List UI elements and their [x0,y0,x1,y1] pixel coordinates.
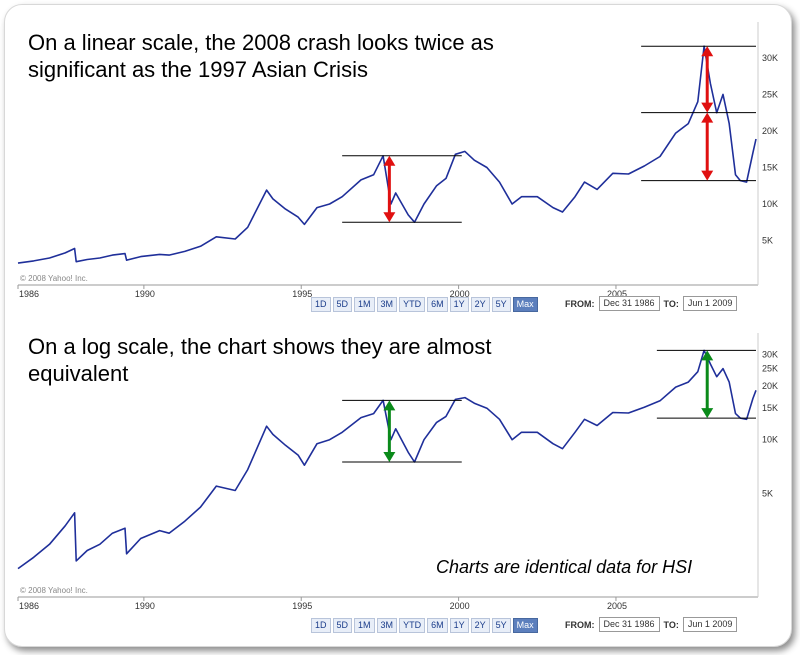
arrow-head-down [383,452,396,463]
y-tick-label: 15K [762,403,778,413]
x-tick-label: 2000 [450,289,470,299]
to-label: TO: [663,298,679,309]
x-tick-label: 1986 [19,601,39,611]
arrow-head-up [701,46,714,57]
range-button-max[interactable]: Max [512,297,538,312]
range-button-5d[interactable]: 5D [332,297,353,312]
range-button-ytd[interactable]: YTD [399,618,426,633]
linear-chart: 1986 1990 1995 2000 2005 5K 10K 15K 20K 25K 30K © 2… [17,22,778,299]
x-tick-label: 1990 [135,289,155,299]
x-tick-label: 1995 [292,289,312,299]
arrow-head-down [701,408,714,419]
arrow-head-down [383,212,396,223]
identical-data-note: Charts are identical data for HSI [436,557,693,577]
y-tick-label: 25K [762,364,778,374]
log-scale-panel: On a log scale, the chart shows they are… [0,325,800,645]
range-button-3m[interactable]: 3M [376,618,398,633]
range-button-1m[interactable]: 1M [354,297,375,312]
range-button-5y[interactable]: 5Y [491,618,511,633]
y-tick-label: 20K [762,381,778,391]
arrow-head-up [701,350,714,361]
double-arrow [383,155,396,223]
x-tick-label: 1995 [292,601,312,611]
y-tick-label: 15K [762,162,778,172]
hsi-series-line [17,349,757,570]
from-date-field[interactable]: Dec 31 1986 [598,296,660,311]
linear-caption: On a linear scale, the 2008 crash looks … [28,30,494,82]
range-button-6m[interactable]: 6M [427,618,448,633]
range-button-6m[interactable]: 6M [427,297,448,312]
double-arrow [383,400,396,463]
log-date-range: FROM: Dec 31 1986 TO: Jun 1 2009 [565,617,738,632]
x-tick-label: 2000 [450,601,470,611]
hsi-series-line [17,45,757,264]
y-tick-label: 30K [762,53,778,63]
x-tick-label: 2005 [607,601,627,611]
x-tick-label: 2005 [607,289,627,299]
y-tick-label: 30K [762,349,778,359]
y-tick-label: 10K [762,435,778,445]
linear-range-buttons: 1D 5D 1M 3M YTD 6M 1Y 2Y 5Y Max [311,297,538,312]
log-range-buttons: 1D 5D 1M 3M YTD 6M 1Y 2Y 5Y Max [311,618,538,633]
copyright-text: © 2008 Yahoo! Inc. [20,274,88,283]
range-button-5y[interactable]: 5Y [491,297,511,312]
y-tick-label: 10K [762,199,778,209]
range-button-1y[interactable]: 1Y [449,618,469,633]
arrow-head-down [701,102,714,113]
to-date-field[interactable]: Jun 1 2009 [682,296,738,311]
y-tick-label: 5K [762,489,773,499]
range-button-max[interactable]: Max [512,618,538,633]
from-label: FROM: [565,619,595,630]
range-button-1d[interactable]: 1D [311,618,331,633]
arrow-head-down [701,170,714,181]
x-tick-label: 1986 [19,289,39,299]
linear-date-range: FROM: Dec 31 1986 TO: Jun 1 2009 [565,296,738,311]
y-tick-label: 20K [762,126,778,136]
arrow-head-up [701,112,714,123]
y-tick-label: 5K [762,235,773,245]
x-tick-label: 1990 [135,601,155,611]
range-button-1m[interactable]: 1M [354,618,375,633]
range-button-5d[interactable]: 5D [332,618,353,633]
range-button-3m[interactable]: 3M [376,297,398,312]
y-tick-label: 25K [762,89,778,99]
double-arrow [701,112,714,181]
arrow-head-up [383,155,396,166]
range-button-2y[interactable]: 2Y [470,297,490,312]
copyright-text: © 2008 Yahoo! Inc. [20,586,88,595]
from-date-field[interactable]: Dec 31 1986 [598,617,660,632]
log-chart: 1986 1990 1995 2000 2005 5K 10K 15K 20K 25K 30K © 2… [17,333,778,611]
slide-frame [4,4,792,647]
double-arrow [701,46,714,113]
to-date-field[interactable]: Jun 1 2009 [682,617,738,632]
arrow-head-up [383,400,396,411]
range-button-ytd[interactable]: YTD [399,297,426,312]
log-caption: On a log scale, the chart shows they are… [28,334,492,386]
range-button-1d[interactable]: 1D [311,297,331,312]
double-arrow [701,350,714,419]
from-label: FROM: [565,298,595,309]
to-label: TO: [663,619,679,630]
range-button-1y[interactable]: 1Y [449,297,469,312]
range-button-2y[interactable]: 2Y [470,618,490,633]
linear-scale-panel: On a linear scale, the 2008 crash looks … [0,0,800,325]
